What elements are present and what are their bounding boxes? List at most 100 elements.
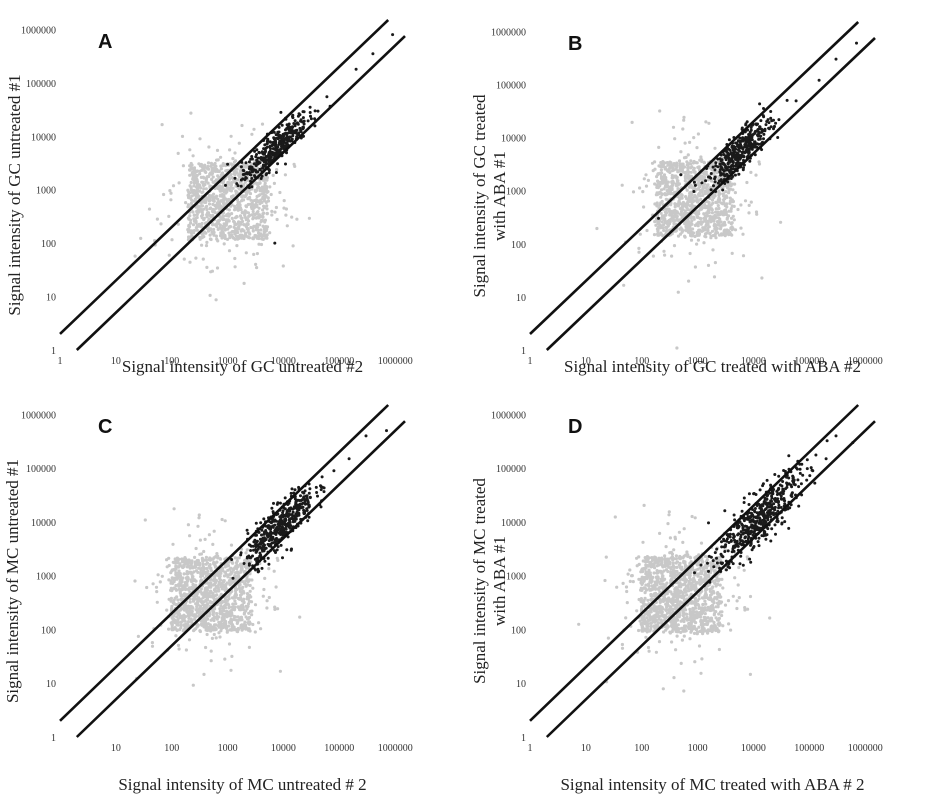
x-tick-label: 10000: [271, 743, 296, 754]
data-point: [642, 205, 646, 209]
data-point: [265, 532, 269, 536]
data-point: [189, 221, 193, 225]
data-point: [228, 236, 232, 240]
data-point: [681, 127, 685, 131]
data-point: [189, 180, 193, 185]
data-point: [185, 610, 189, 614]
data-point: [245, 164, 249, 168]
data-point: [186, 230, 191, 234]
data-point: [177, 565, 181, 569]
data-point: [181, 565, 185, 570]
data-point: [220, 600, 224, 604]
data-point: [688, 191, 692, 195]
data-point: [693, 170, 697, 174]
data-point: [260, 122, 265, 126]
data-point: [233, 256, 237, 261]
data-point: [262, 193, 266, 197]
data-point: [224, 191, 228, 195]
data-point: [270, 213, 274, 217]
data-point: [261, 212, 265, 216]
data-point: [748, 159, 752, 163]
data-point: [177, 181, 181, 185]
y-tick-label: 100: [511, 240, 526, 251]
data-point: [250, 155, 254, 158]
data-point: [678, 227, 682, 231]
data-point: [277, 130, 281, 134]
data-point: [267, 525, 271, 528]
data-point: [174, 571, 178, 575]
data-point: [715, 220, 720, 224]
data-point: [261, 544, 265, 548]
data-point: [186, 216, 190, 220]
data-point: [204, 187, 208, 191]
data-point: [169, 191, 173, 195]
data-point: [218, 635, 222, 639]
data-point: [242, 562, 246, 565]
data-point: [279, 543, 283, 547]
data-point: [195, 625, 199, 629]
data-point: [274, 171, 278, 174]
data-point: [305, 497, 309, 500]
data-point: [201, 607, 205, 611]
data-point: [267, 595, 271, 600]
data-point: [188, 148, 192, 152]
data-point: [237, 172, 241, 177]
data-point: [136, 634, 140, 639]
data-point: [215, 237, 219, 241]
data-point: [193, 189, 197, 194]
data-point: [247, 611, 251, 615]
data-point: [696, 215, 700, 219]
data-point: [182, 572, 186, 576]
data-point: [255, 266, 259, 270]
data-point: [210, 230, 214, 234]
data-point: [212, 556, 216, 560]
data-point: [201, 559, 205, 563]
data-point: [262, 163, 266, 167]
data-point: [246, 211, 250, 215]
data-point: [179, 623, 183, 627]
data-point: [173, 561, 178, 565]
data-point: [262, 160, 266, 164]
data-point: [179, 597, 183, 602]
data-point: [267, 539, 271, 543]
data-point: [638, 186, 642, 190]
data-point: [678, 166, 682, 170]
data-point: [160, 574, 164, 578]
data-point: [263, 576, 267, 581]
data-point: [700, 229, 704, 233]
data-point: [223, 570, 227, 574]
data-point: [296, 133, 300, 137]
data-point: [268, 185, 272, 189]
data-point: [175, 615, 179, 619]
data-point: [229, 185, 233, 189]
data-point: [652, 233, 657, 237]
data-point: [685, 188, 689, 192]
data-point: [243, 178, 247, 182]
y-tick-label: 100000: [26, 79, 56, 90]
data-point: [665, 221, 669, 226]
data-point: [655, 227, 660, 231]
data-point: [169, 198, 173, 202]
data-point: [276, 558, 280, 563]
data-point: [624, 585, 629, 589]
data-point: [690, 165, 694, 169]
data-point: [199, 204, 204, 208]
data-point: [272, 569, 276, 573]
data-point: [665, 226, 669, 230]
data-point: [684, 155, 688, 159]
data-point: [199, 579, 203, 583]
data-point: [169, 596, 173, 601]
data-point: [242, 600, 246, 605]
data-point: [188, 214, 192, 218]
data-point: [211, 542, 215, 547]
data-point: [189, 605, 193, 609]
data-point: [289, 506, 293, 510]
data-point: [254, 521, 258, 525]
data-point: [276, 162, 280, 166]
data-point: [175, 623, 179, 627]
data-point: [197, 589, 201, 594]
data-point: [241, 234, 245, 238]
data-point: [222, 606, 226, 610]
data-point: [196, 185, 200, 189]
data-point: [316, 109, 320, 113]
